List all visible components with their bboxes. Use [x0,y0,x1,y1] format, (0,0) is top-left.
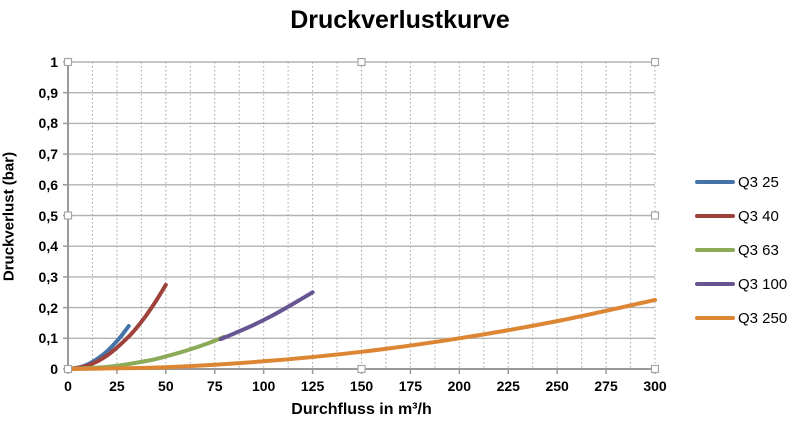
legend-item-q3-63[interactable]: Q3 63 [695,235,800,265]
series-curve-q3-100 [218,290,315,342]
x-tick-label: 175 [398,378,423,394]
legend-label: Q3 100 [738,275,788,293]
x-tick-label: 0 [64,378,72,394]
legend-label: Q3 40 [738,207,779,225]
y-tick-label: 0,9 [38,84,58,101]
legend-item-q3-40[interactable]: Q3 40 [695,201,800,231]
y-tick-label: 0,8 [38,115,58,132]
legend-label: Q3 25 [738,173,779,191]
legend-line-swatch [695,316,735,320]
legend-label: Q3 250 [738,309,788,327]
x-tick-label: 50 [158,378,174,394]
legend-label: Q3 63 [738,241,779,259]
selection-handle[interactable] [357,364,366,374]
x-tick-label: 125 [300,378,325,394]
y-tick-label: 0 [50,361,58,377]
legend-item-q3-250[interactable]: Q3 250 [695,303,800,333]
x-tick-label: 200 [447,378,471,394]
x-axis-title: Durchfluss in m³/h [291,401,432,418]
selection-handle[interactable] [63,364,73,374]
y-tick-label: 0,7 [38,146,58,163]
y-tick-label: 0,4 [38,238,58,255]
x-tick-label: 300 [643,378,667,394]
selection-handle[interactable] [650,211,660,220]
legend: Q3 25 Q3 40 Q3 63 Q3 100 Q3 250 [695,167,800,333]
x-tick-label: 75 [206,378,223,394]
legend-line-swatch [695,248,735,252]
y-tick-label: 1 [50,54,58,70]
y-tick-label: 0,5 [38,207,58,224]
legend-line-swatch [695,282,735,286]
y-tick-label: 0,6 [38,176,58,193]
legend-item-q3-25[interactable]: Q3 25 [695,167,800,197]
series-curve-q3-250 [66,297,657,371]
legend-item-q3-100[interactable]: Q3 100 [695,269,800,299]
chart-title: Druckverlustkurve [290,6,510,34]
x-tick-label: 25 [109,378,125,394]
x-tick-label: 150 [349,378,374,394]
selection-handle[interactable] [357,57,366,67]
x-tick-label: 225 [496,378,520,394]
y-tick-label: 0,2 [38,299,58,316]
x-tick-label: 250 [545,378,569,394]
legend-line-swatch [695,214,735,218]
x-tick-label: 275 [594,378,618,394]
selection-handle[interactable] [63,57,73,67]
series-curve-q3-40 [66,282,168,371]
y-tick-label: 0,3 [38,268,58,285]
y-tick-label: 0,1 [38,330,58,347]
selection-handle[interactable] [650,57,660,67]
selection-handle[interactable] [650,364,660,374]
selection-handle[interactable] [63,211,73,220]
legend-line-swatch [695,180,735,184]
x-tick-label: 100 [251,378,276,394]
